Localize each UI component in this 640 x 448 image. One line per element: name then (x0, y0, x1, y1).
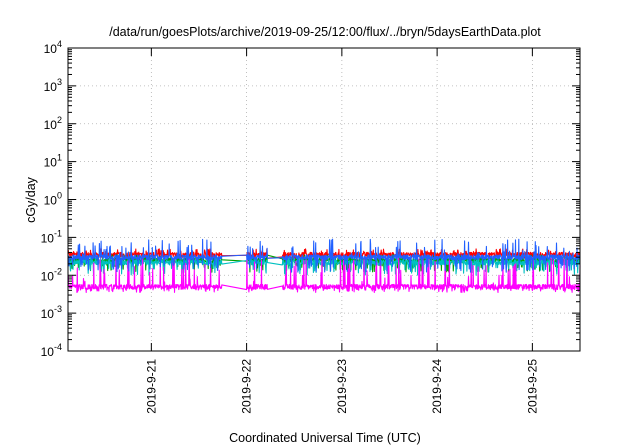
y-tick-label: 104 (44, 39, 62, 56)
chart-title: /data/run/goesPlots/archive/2019-09-25/1… (109, 25, 541, 39)
x-tick-label: 2019-9-24 (430, 359, 444, 414)
y-axis: 10-4 10-3 10-2 10-1 100 101 102 103 104 (41, 39, 580, 359)
series-line (67, 238, 581, 273)
y-tick-label: 10-4 (41, 342, 62, 359)
y-tick-label: 100 (44, 191, 62, 208)
x-tick-label: 2019-9-21 (144, 359, 158, 414)
y-tick-label: 10-3 (41, 304, 62, 321)
y-tick-label: 10-1 (41, 228, 62, 245)
y-tick-label: 102 (44, 115, 62, 132)
series-line (67, 256, 581, 294)
x-tick-label: 2019-9-23 (335, 359, 349, 414)
x-axis-label: Coordinated Universal Time (UTC) (229, 431, 421, 445)
y-axis-label: cGy/day (24, 176, 38, 223)
y-tick-label: 103 (44, 77, 62, 94)
y-tick-label: 101 (44, 153, 62, 170)
series-layer (67, 238, 581, 294)
y-tick-label: 10-2 (41, 266, 62, 283)
x-tick-label: 2019-9-25 (525, 359, 539, 414)
grid (68, 48, 580, 351)
x-axis: 2019-9-21 2019-9-22 2019-9-23 2019-9-24 2019… (144, 48, 539, 414)
x-tick-label: 2019-9-22 (240, 359, 254, 414)
